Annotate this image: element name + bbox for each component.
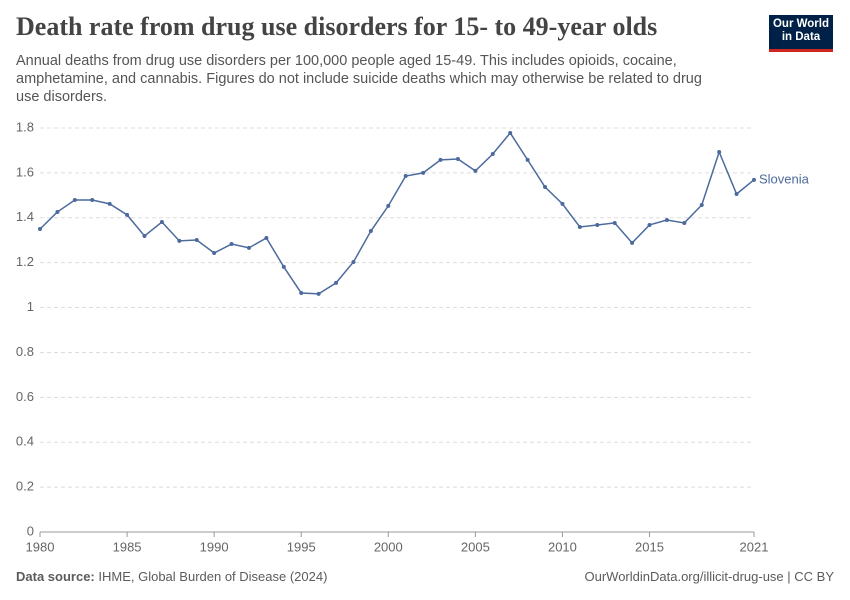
logo-line: in Data (781, 31, 821, 43)
y-tick-label: 0.4 (16, 434, 34, 449)
x-tick-label: 2021 (740, 539, 769, 554)
series-label: Slovenia (759, 171, 810, 186)
point (647, 222, 652, 227)
source-label: Data source: (16, 569, 95, 584)
x-tick-label: 2005 (461, 539, 490, 554)
point (699, 202, 704, 207)
point (299, 290, 304, 295)
point (38, 227, 42, 231)
point (717, 150, 722, 155)
point (368, 229, 373, 234)
y-tick-label: 0.6 (16, 389, 34, 404)
y-tick-label: 0 (27, 523, 34, 538)
source-text: IHME, Global Burden of Disease (2024) (98, 569, 328, 584)
x-tick-label: 2015 (635, 539, 664, 554)
point (664, 218, 669, 223)
point (525, 157, 530, 162)
point (543, 185, 548, 190)
y-tick-label: 1 (27, 299, 34, 314)
x-tick-label: 1985 (113, 539, 142, 554)
x-tick-label: 1990 (200, 539, 229, 554)
source-url[interactable]: OurWorldinData.org/illicit-drug-use | CC… (584, 569, 835, 584)
point (107, 201, 112, 206)
x-tick-label: 1980 (26, 539, 55, 554)
point (194, 237, 199, 242)
point (473, 168, 478, 173)
chart-subtitle: Annual deaths from drug use disorders pe… (16, 53, 702, 105)
line (39, 131, 755, 295)
point (72, 198, 77, 203)
point (281, 264, 286, 269)
y-tick-label: 1.2 (16, 254, 34, 269)
point (264, 235, 269, 240)
y-tick-label: 0.2 (16, 479, 34, 494)
point (55, 209, 60, 214)
point (229, 242, 234, 247)
point (177, 238, 182, 243)
point (438, 157, 443, 162)
source: Data source: IHME, Global Burden of Dise… (16, 569, 327, 584)
y-tick-label: 0.8 (16, 344, 34, 359)
point (595, 222, 600, 227)
y-tick-label: 1.4 (16, 209, 34, 224)
logo-line: Our World (772, 18, 829, 30)
point (455, 156, 460, 161)
point (351, 259, 356, 264)
point (752, 177, 756, 182)
point (560, 201, 565, 206)
x-tick-label: 2010 (548, 539, 577, 554)
point (159, 220, 164, 225)
logo[interactable]: Our World in Data (769, 15, 833, 52)
point (142, 233, 147, 238)
point (316, 291, 321, 296)
point (212, 251, 217, 256)
chart: 0 0.2 0.4 0.6 0.8 1 1.2 1.4 1.6 1.8 1980 1985 1990 19… (16, 119, 810, 554)
y-tick-label: 1.8 (16, 119, 34, 134)
chart-title: Death rate from drug use disorders for 1… (16, 12, 658, 41)
point (490, 152, 495, 157)
point (508, 130, 513, 135)
point (334, 280, 339, 285)
y-tick-label: 1.6 (16, 164, 34, 179)
point (682, 220, 687, 225)
point (577, 224, 582, 229)
point (630, 240, 635, 245)
x-tick-label: 1995 (287, 539, 316, 554)
point (403, 174, 408, 179)
point (612, 220, 617, 225)
x-tick-label: 2000 (374, 539, 403, 554)
point (246, 245, 251, 250)
point (421, 170, 426, 175)
point (125, 212, 130, 217)
point (386, 203, 391, 208)
point (90, 198, 95, 203)
point (734, 191, 739, 196)
